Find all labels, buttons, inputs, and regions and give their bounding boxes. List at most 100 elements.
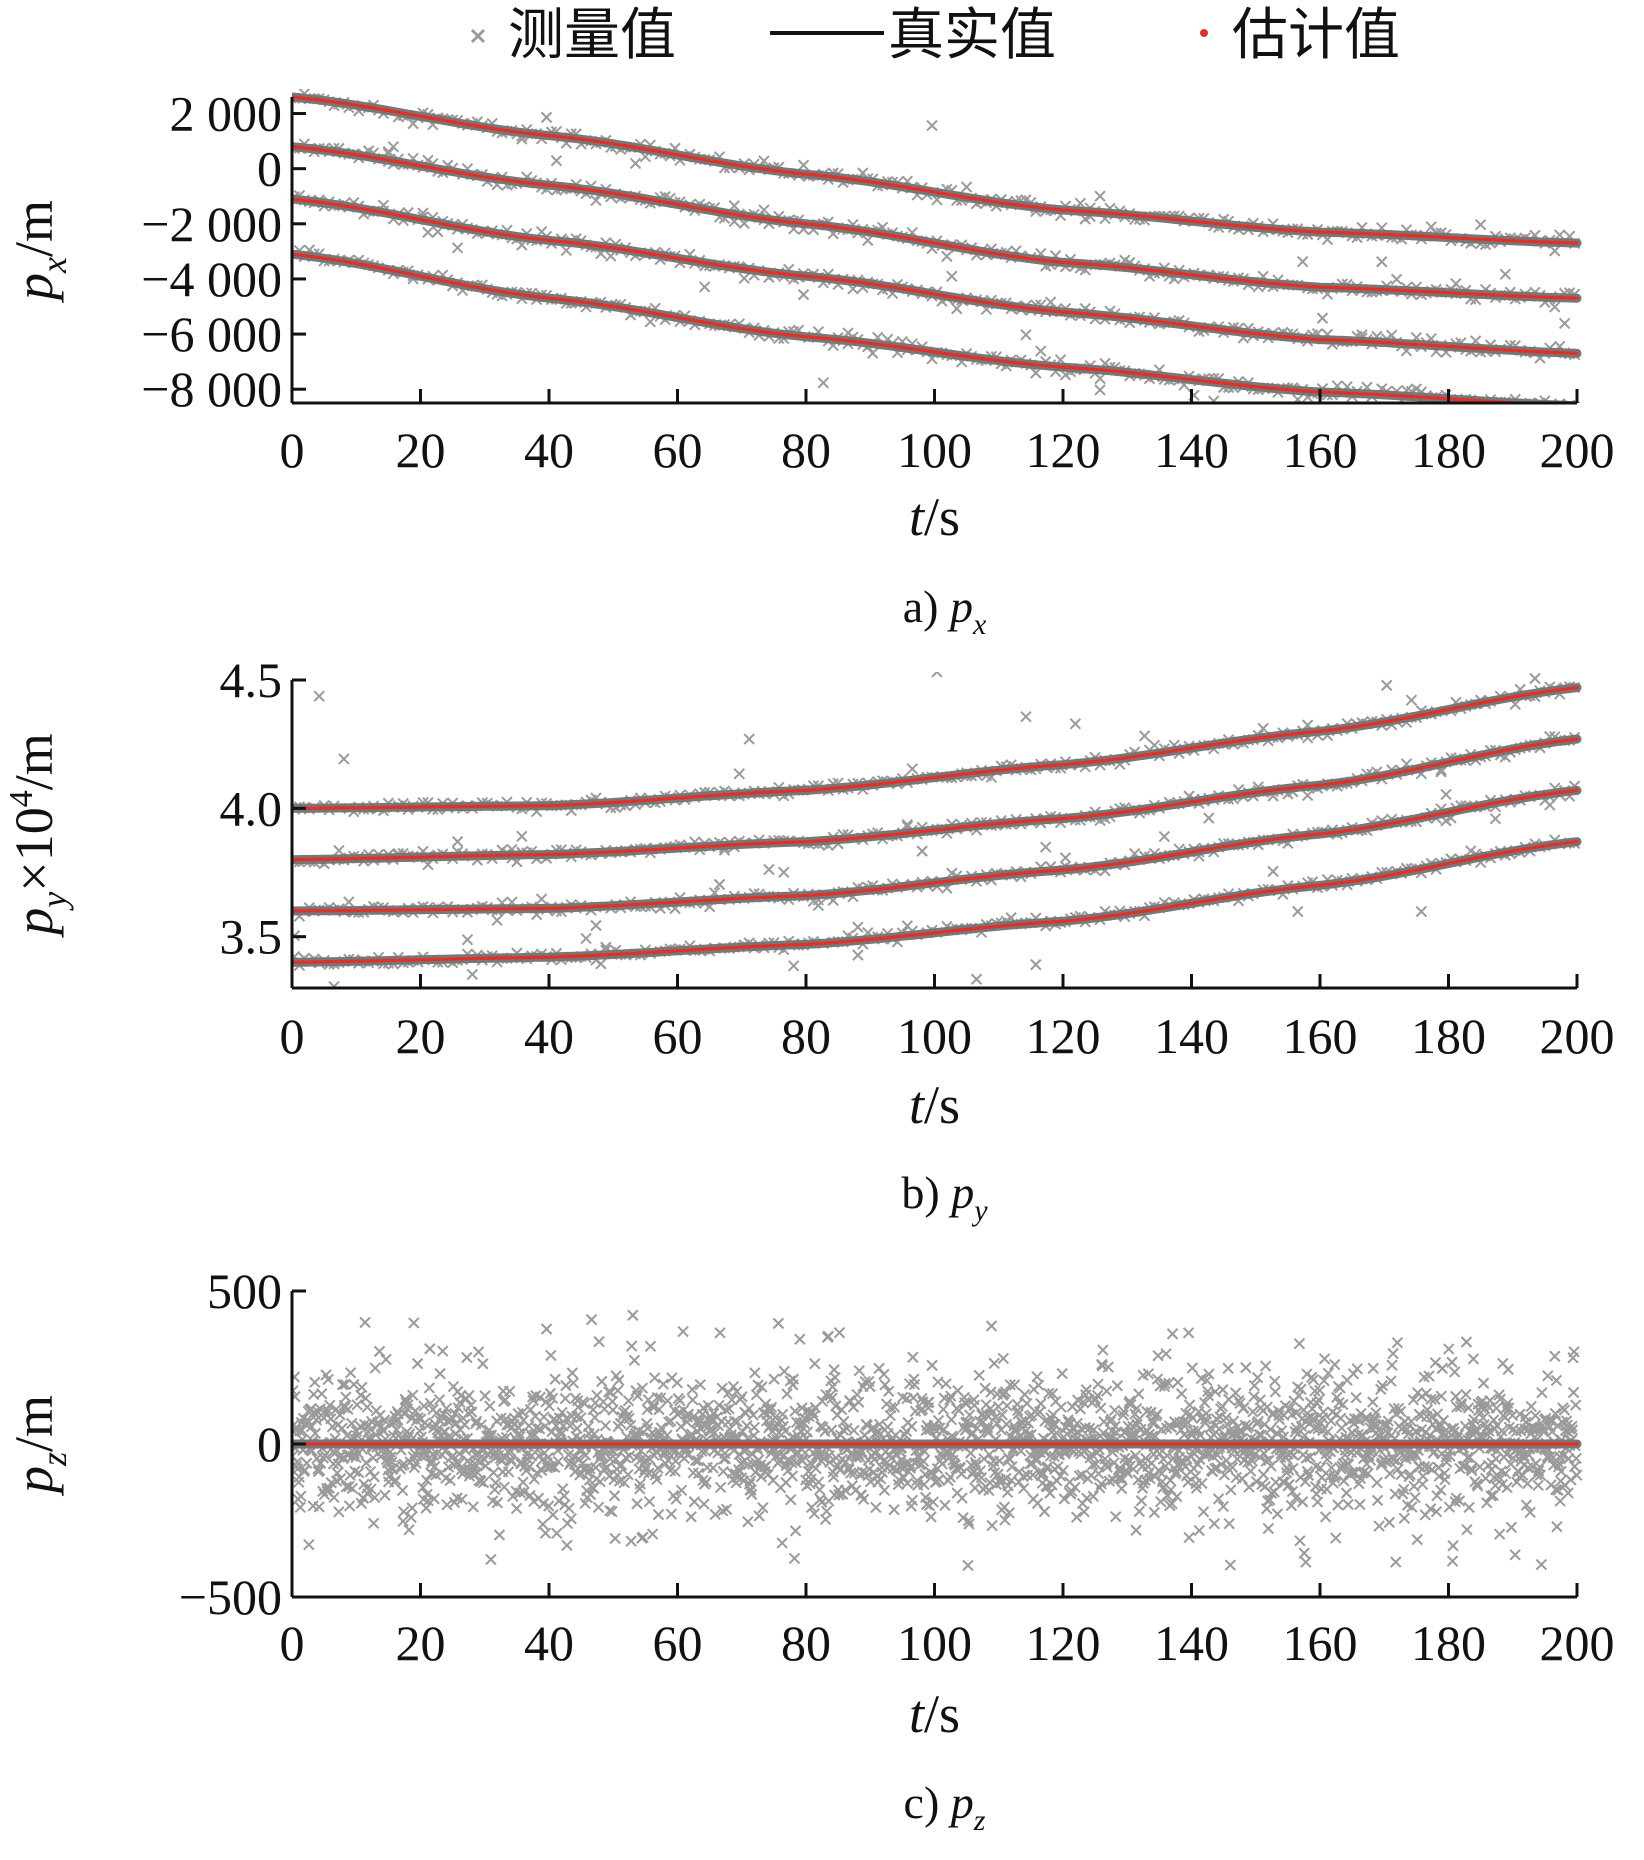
- pz-measured-point: [1392, 1463, 1404, 1476]
- pz-measured-point: [776, 1537, 788, 1549]
- pz-measured-point: [657, 1378, 670, 1390]
- pz-measured-point: [361, 1401, 373, 1413]
- pz-measured-point: [1425, 1393, 1437, 1406]
- pz-measured-point: [1446, 1555, 1459, 1567]
- pz-measured-point: [499, 1394, 512, 1406]
- pz-measured-point: [760, 1460, 772, 1472]
- pz-measured-point: [651, 1473, 663, 1486]
- pz-measured-point: [1334, 1412, 1347, 1425]
- pz-measured-point: [636, 1382, 649, 1394]
- px-caption: a) px: [903, 581, 987, 641]
- pz-measured-point: [999, 1386, 1012, 1398]
- pz-measured-point: [1006, 1460, 1018, 1473]
- px-measured-point: [738, 272, 750, 285]
- pz-measured-point: [980, 1409, 993, 1421]
- pz-measured-point: [1553, 1450, 1566, 1463]
- pz-measured-point: [593, 1335, 605, 1348]
- pz-measured-point: [309, 1427, 321, 1440]
- py-measured-point: [1203, 812, 1215, 824]
- pz-measured-point: [346, 1482, 358, 1495]
- pz-measured-point: [1149, 1470, 1161, 1483]
- pz-y-tick-label: −500: [179, 1569, 282, 1625]
- pz-measured-point: [1246, 1455, 1258, 1467]
- pz-measured-point: [1095, 1478, 1107, 1490]
- pz-measured-point: [1543, 1451, 1556, 1463]
- pz-measured-point: [1224, 1559, 1237, 1571]
- pz-measured-point: [605, 1386, 617, 1399]
- pz-measured-point: [772, 1317, 785, 1330]
- px-measured-point: [1550, 406, 1560, 416]
- pz-measured-point: [1038, 1505, 1051, 1518]
- pz-measured-point: [826, 1380, 839, 1393]
- pz-measured-point: [698, 1498, 710, 1510]
- pz-measured-point: [688, 1496, 701, 1508]
- pz-measured-point: [781, 1388, 793, 1400]
- pz-measured-point: [649, 1372, 661, 1384]
- pz-measured-point: [1487, 1489, 1499, 1502]
- pz-measured-point: [1503, 1402, 1515, 1414]
- py-measured-point: [901, 818, 914, 831]
- pz-measured-point: [996, 1409, 1008, 1421]
- pz-measured-point: [1325, 1461, 1338, 1474]
- pz-measured-point: [1535, 1558, 1548, 1571]
- pz-measured-point: [944, 1471, 957, 1483]
- pz-measured-point: [745, 1488, 758, 1501]
- pz-measured-point: [921, 1498, 933, 1511]
- pz-measured-point: [349, 1465, 361, 1477]
- pz-measured-point: [424, 1343, 436, 1355]
- pz-measured-point: [856, 1466, 869, 1478]
- pz-measured-point: [324, 1399, 336, 1411]
- pz-y-tick-label: 500: [207, 1263, 282, 1319]
- pz-measured-point: [1394, 1405, 1407, 1418]
- pz-measured-point: [292, 1390, 301, 1403]
- pz-measured-point: [559, 1392, 572, 1405]
- pz-measured-point: [1269, 1375, 1281, 1387]
- pz-measured-point: [1465, 1426, 1477, 1438]
- pz-measured-point: [599, 1419, 612, 1432]
- pz-measured-point: [779, 1425, 792, 1437]
- px-y-axis-label: px/m: [4, 200, 74, 304]
- pz-measured-point: [1446, 1356, 1458, 1368]
- pz-measured-point: [548, 1461, 561, 1473]
- pz-measured-point: [973, 1369, 985, 1382]
- pz-measured-point: [1203, 1368, 1215, 1380]
- pz-measured-point: [1371, 1476, 1383, 1489]
- pz-measured-point: [926, 1359, 938, 1372]
- pz-measured-point: [1092, 1378, 1104, 1390]
- pz-measured-point: [788, 1552, 801, 1565]
- px-x-tick-label: 100: [897, 422, 972, 478]
- py-x-tick-label: 180: [1411, 1008, 1486, 1064]
- pz-measured-point: [778, 1365, 791, 1377]
- pz-measured-point: [661, 1395, 674, 1407]
- pz-measured-point: [1386, 1359, 1398, 1371]
- pz-measured-point: [873, 1418, 886, 1431]
- pz-measured-point: [728, 1415, 741, 1427]
- py-plot-area: [292, 672, 1582, 988]
- px-measured-point: [926, 119, 938, 132]
- pz-measured-point: [1166, 1498, 1178, 1510]
- pz-measured-point: [879, 1379, 891, 1391]
- px-measured-point: [1549, 245, 1561, 257]
- py-x-tick-label: 160: [1283, 1008, 1358, 1064]
- pz-measured-point: [420, 1474, 433, 1486]
- pz-measured-point: [1373, 1520, 1385, 1532]
- pz-measured-point: [423, 1382, 436, 1394]
- pz-measured-point: [322, 1373, 334, 1386]
- pz-measured-point: [294, 1501, 307, 1514]
- pz-measured-point: [640, 1461, 652, 1474]
- pz-measured-point: [1314, 1384, 1326, 1397]
- pz-measured-point: [1318, 1374, 1330, 1387]
- pz-measured-point: [768, 1373, 780, 1385]
- pz-measured-point: [1387, 1347, 1399, 1360]
- pz-measured-point: [333, 1506, 345, 1518]
- pz-measured-point: [1077, 1396, 1089, 1408]
- pz-measured-point: [651, 1391, 664, 1404]
- pz-measured-point: [1183, 1531, 1195, 1544]
- pz-measured-point: [615, 1459, 628, 1471]
- pz-measured-point: [1265, 1487, 1278, 1499]
- py-measured-point: [338, 753, 350, 765]
- py-measured-point: [743, 733, 755, 745]
- pz-measured-point: [975, 1471, 988, 1484]
- pz-measured-point: [824, 1456, 836, 1469]
